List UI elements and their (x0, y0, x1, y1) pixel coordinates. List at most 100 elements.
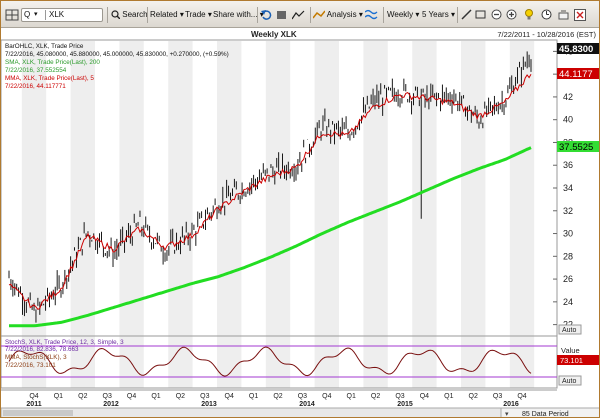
time-axis: Q4 Q1 Q2 Q3 Q4 Q1 Q2 Q3 Q4 Q1 Q2 Q3 Q4 Q1 Q2 Q3 Q4 Q1 Q2 Q3… (1, 389, 557, 408)
quarter-label: Q1 (347, 393, 356, 400)
price-tick-label: 42 (563, 92, 573, 102)
link-icon[interactable] (558, 8, 569, 22)
year-label: 2012 (103, 401, 119, 408)
chevron-down-icon: ▾ (179, 10, 184, 19)
year-label: 2015 (397, 401, 413, 408)
period-button[interactable]: Weekly ▾ (387, 10, 420, 19)
time-band (217, 41, 242, 388)
toolbar: Q ▾ XLK Search Related ▾ Trade ▾ Share w… (1, 1, 599, 28)
price-auto-label[interactable]: Auto (562, 327, 577, 334)
time-band (509, 41, 535, 388)
legend-line: MMA, XLK, Trade Price(Last), 5 (5, 75, 94, 82)
quarter-label: Q4 (517, 393, 526, 400)
quarter-label: Q3 (298, 393, 307, 400)
chevron-down-icon[interactable]: ▾ (505, 411, 509, 418)
alert-icon[interactable] (541, 8, 552, 22)
trade-button[interactable]: Trade ▾ (185, 10, 212, 19)
range-button[interactable]: 5 Years ▾ (422, 10, 455, 19)
legend-line: BarOHLC, XLK, Trade Price (5, 43, 84, 50)
stoch-line (8, 346, 532, 377)
sma-price-value: 37.5525 (559, 142, 593, 153)
chevron-down-icon[interactable]: ▾ (34, 11, 38, 18)
stoch-value-label: Value (561, 346, 580, 355)
legend-line: 7/22/2016, 45.080000, 45.880000, 45.0000… (5, 51, 229, 58)
time-band (21, 41, 47, 388)
chart-title: Weekly XLK (251, 30, 297, 39)
chevron-down-icon: ▾ (358, 10, 363, 19)
light-icon[interactable] (524, 8, 534, 22)
legend-line: 7/22/2016, 44.117771 (5, 83, 66, 90)
symbol-value[interactable]: XLK (49, 10, 65, 19)
quarter-label: Q1 (54, 393, 63, 400)
mma-price-value: 44.1177 (559, 69, 593, 80)
analysis-button[interactable]: Analysis ▾ (313, 8, 363, 22)
last-price-value: 45.8300 (559, 44, 593, 55)
expand-icon[interactable] (574, 8, 586, 22)
stoch-value-tag (557, 355, 599, 365)
stoch-auto-button[interactable] (558, 375, 582, 386)
chart-line-icon[interactable] (292, 8, 305, 22)
quarter-label: Q4 (127, 393, 136, 400)
analysis-icon (313, 10, 325, 19)
year-label: 2014 (299, 401, 315, 408)
scrollbar-thumb[interactable] (3, 410, 73, 416)
chevron-down-icon: ▾ (207, 10, 212, 19)
data-period-control[interactable] (500, 407, 600, 418)
symbol-input[interactable]: Q ▾ XLK (21, 8, 103, 22)
chevron-down-icon: ▾ (415, 10, 420, 19)
stoch-value: 73.101 (560, 356, 583, 365)
mma-price-tag (557, 68, 599, 79)
last-price-tag (557, 43, 599, 54)
stoch-legend-line: MMA, StochS(XLK), 3 (5, 354, 67, 361)
symbol-type-glyph[interactable]: Q (24, 10, 31, 19)
price-tick-label: 34 (563, 183, 573, 193)
stoch-legend-line: StochS, XLK, Trade Price, 12, 3, Simple,… (5, 339, 124, 346)
zoom-in-icon[interactable] (506, 8, 517, 22)
time-scrollbar[interactable] (1, 407, 502, 418)
time-band (168, 41, 193, 388)
search-button[interactable]: Search (111, 8, 148, 22)
time-band (70, 41, 95, 388)
quarter-label: Q1 (249, 393, 258, 400)
time-band (265, 41, 291, 388)
quarter-label: Q1 (151, 393, 160, 400)
chart-area[interactable]: Weekly XLK 7/22/2011 - 10/28/2016 (EST) … (1, 28, 600, 418)
quarter-label: Q3 (103, 393, 112, 400)
chevron-down-icon: ▾ (450, 10, 455, 19)
share-button[interactable]: Share with... ▾ (213, 10, 264, 19)
price-auto-button[interactable] (558, 324, 582, 335)
stoch-legend-line: 7/22/2016, 73.101 (5, 362, 56, 369)
related-button[interactable]: Related ▾ (150, 10, 184, 19)
stoch-auto-label[interactable]: Auto (562, 378, 577, 385)
mma-5-line (8, 73, 532, 311)
grid-icon[interactable] (5, 8, 19, 22)
data-period-label[interactable]: 85 Data Period (522, 411, 569, 418)
quarter-label: Q4 (29, 393, 38, 400)
quarter-label: Q4 (322, 393, 331, 400)
year-label: 2016 (503, 401, 519, 408)
fit-icon[interactable] (475, 8, 486, 22)
price-tick-label: 28 (563, 251, 573, 261)
folder-icon[interactable] (276, 8, 287, 22)
year-label: 2011 (26, 401, 41, 408)
stoch-legend-line: 7/22/2016, 82.836, 78.663 (5, 346, 79, 353)
draw-icon[interactable] (461, 8, 472, 22)
quarter-label: Q3 (200, 393, 209, 400)
quarter-label: Q1 (444, 393, 453, 400)
legend-line: 7/22/2016, 37.552554 (5, 67, 67, 74)
time-band (461, 41, 486, 388)
quarter-label: Q2 (176, 393, 185, 400)
time-band (314, 41, 339, 388)
wave-icon[interactable] (365, 8, 379, 22)
price-tick-label: 32 (563, 206, 573, 216)
price-tick-label: 40 (563, 115, 573, 125)
undo-icon[interactable] (261, 8, 272, 22)
date-range: 7/22/2011 - 10/28/2016 (EST) (497, 30, 596, 39)
sma-200-line (9, 146, 532, 328)
time-bands (21, 41, 535, 388)
search-icon (111, 10, 120, 20)
price-legend: BarOHLC, XLK, Trade Price 7/22/2016, 45.… (5, 43, 229, 90)
zoom-out-icon[interactable] (491, 8, 502, 22)
price-tick-label: 26 (563, 274, 573, 284)
year-label: 2013 (201, 401, 217, 408)
